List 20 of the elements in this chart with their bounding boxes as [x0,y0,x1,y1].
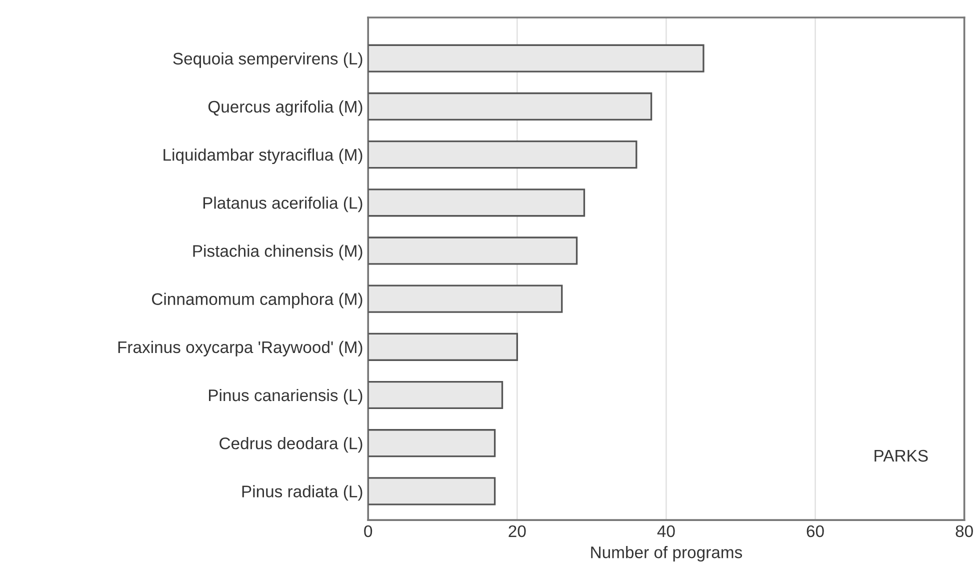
y-tick-label: Liquidambar styraciflua (M) [164,148,362,164]
y-tick-label: Pinus canariensis (L) [208,388,362,404]
x-tick-label: 40 [657,525,675,538]
bar [368,477,496,506]
y-tick-label: Fraxinus oxycarpa 'Raywood' (M) [118,340,362,356]
y-tick-label: Pistachia chinensis (M) [193,244,362,260]
y-tick-label: Sequoia sempervirens (L) [173,52,362,68]
annotation: PARKS [874,450,928,462]
bar [368,380,504,410]
y-tick-label: Cedrus deodara (L) [220,437,362,453]
y-tick-label: Pinus radiata (L) [242,485,362,501]
x-tick-label: 20 [508,525,526,538]
x-tick-label: 80 [956,525,973,538]
x-axis-title: Number of programs [591,546,742,562]
y-tick-label: Quercus agrifolia (M) [208,100,362,116]
y-tick-label: Cinnamomum camphora (M) [152,292,362,308]
x-tick-label: 0 [364,525,372,538]
bar [368,429,496,458]
y-tick-label: Platanus acerifolia (L) [203,196,362,212]
x-tick-label: 60 [806,525,824,538]
